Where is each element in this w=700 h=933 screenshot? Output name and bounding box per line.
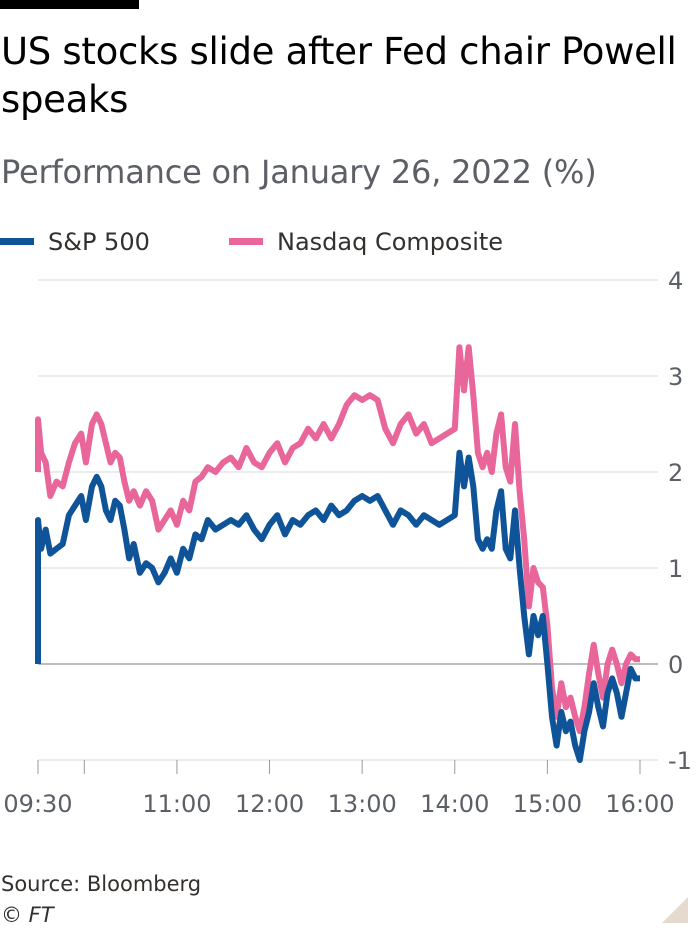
y-tick-label: -1	[668, 747, 692, 775]
x-tick-label: 14:00	[420, 790, 489, 815]
brand-top-bar	[0, 0, 139, 9]
legend-swatch-sp500	[0, 238, 34, 245]
x-tick-label: 11:00	[142, 790, 211, 815]
line-chart: -1 0 1 2 3 4 09:30 11:00 12:00 13:00 14:00 15:00 16…	[3, 267, 692, 815]
legend-label-nasdaq: Nasdaq Composite	[277, 228, 504, 256]
x-tick-label: 15:00	[513, 790, 582, 815]
chart-title: US stocks slide after Fed chair Powell s…	[1, 30, 677, 121]
source-note: Source: Bloomberg	[1, 872, 202, 896]
series-line-nasdaq	[35, 344, 640, 735]
x-tick-label: 13:00	[328, 790, 397, 815]
corner-fold-icon	[662, 897, 688, 923]
y-tick-label: 3	[668, 363, 683, 391]
copyright-note: © FT	[1, 903, 54, 927]
legend-swatch-nasdaq	[229, 238, 263, 245]
series-lines	[35, 344, 640, 763]
series-line-sp500	[35, 449, 640, 763]
y-tick-label: 2	[668, 459, 683, 487]
legend-label-sp500: S&P 500	[48, 228, 150, 256]
x-tick-label: 09:30	[3, 790, 72, 815]
x-tick-label: 16:00	[605, 790, 674, 815]
x-tick-label: 12:00	[235, 790, 304, 815]
y-tick-label: 0	[668, 651, 683, 679]
y-axis-labels: -1 0 1 2 3 4	[668, 267, 692, 775]
y-tick-label: 1	[668, 555, 683, 583]
y-tick-label: 4	[668, 267, 683, 295]
x-axis: 09:30 11:00 12:00 13:00 14:00 15:00 16:00	[3, 760, 675, 815]
chart-subtitle: Performance on January 26, 2022 (%)	[1, 153, 597, 191]
